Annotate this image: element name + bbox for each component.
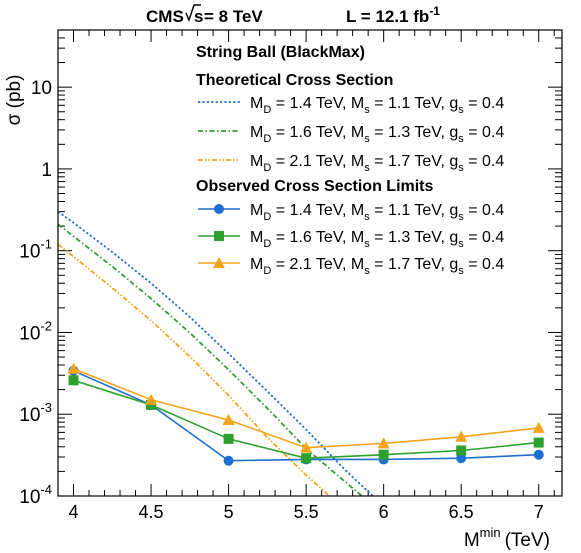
observed-point-3	[222, 414, 235, 426]
legend-observed-label-3: MD = 2.1 TeV, Ms = 1.7 TeV, gs = 0.4	[250, 256, 504, 277]
x-tick-label: 5	[224, 502, 234, 522]
observed-point-1	[223, 455, 234, 466]
x-axis-label-unit: (TeV)	[505, 530, 550, 551]
observed-curve-3	[73, 367, 539, 449]
observed-point-3	[300, 441, 313, 453]
y-tick-label: 10	[31, 78, 52, 99]
legend-theory-label-1: MD = 1.4 TeV, Ms = 1.1 TeV, gs = 0.4	[250, 95, 504, 116]
y-tick-label: 10-2	[19, 318, 52, 344]
observed-point-3	[455, 430, 468, 442]
y-tick-label: 1	[41, 160, 52, 181]
luminosity-unit-exponent: -1	[429, 4, 440, 18]
theory-curve-2	[58, 223, 363, 496]
x-tick-label: 4.5	[139, 502, 164, 522]
observed-limit-curves	[67, 362, 545, 466]
plot-frame	[57, 29, 563, 497]
observed-point-2	[378, 449, 389, 460]
x-axis-label-main: M	[464, 530, 480, 551]
sqrt-symbol	[185, 4, 201, 22]
observed-point-2	[456, 445, 467, 456]
observed-point-3	[377, 437, 390, 449]
observed-point-2	[146, 399, 157, 410]
x-axis-label: Mmin (TeV)	[464, 525, 550, 551]
legend-theory-label-2: MD = 1.6 TeV, Ms = 1.3 TeV, gs = 0.4	[250, 124, 504, 145]
legend-theory-entries: MD = 1.4 TeV, Ms = 1.1 TeV, gs = 0.4 MD =…	[198, 95, 504, 174]
y-tick-label: 10-4	[19, 482, 52, 508]
observed-point-3	[145, 393, 158, 405]
observed-point-2	[301, 453, 312, 464]
x-tick-label: 5.5	[294, 502, 319, 522]
experiment-label: CMS	[146, 7, 184, 26]
energy-value: = 8 TeV	[204, 7, 263, 26]
energy-sqrt-var: s	[194, 7, 203, 26]
observed-point-3	[67, 362, 80, 374]
legend-observed-marker	[213, 257, 225, 268]
legend-theory-label-3: MD = 2.1 TeV, Ms = 1.7 TeV, gs = 0.4	[250, 153, 504, 174]
legend-title: String Ball (BlackMax)	[196, 44, 365, 61]
y-axis-label: σ (pb)	[4, 75, 25, 126]
y-tick-label: 10-3	[19, 400, 52, 426]
theory-curve-1	[58, 210, 374, 496]
theory-curve-3	[58, 243, 331, 496]
legend-theory-header: Theoretical Cross Section	[196, 72, 393, 89]
y-tick-label: 10-1	[19, 237, 52, 263]
observed-point-1	[456, 453, 467, 464]
x-tick-label: 6	[379, 502, 389, 522]
legend: String Ball (BlackMax) Theoretical Cross…	[196, 44, 504, 277]
luminosity-value: L = 12.1 fb	[346, 7, 429, 26]
observed-point-2	[223, 433, 234, 444]
theory-curves	[58, 210, 374, 496]
energy-label: s = 8 TeV	[185, 4, 263, 26]
legend-observed-entries: MD = 1.4 TeV, Ms = 1.1 TeV, gs = 0.4 MD =…	[198, 202, 504, 277]
luminosity-label: L = 12.1 fb-1	[346, 4, 440, 26]
observed-point-1	[533, 449, 544, 460]
observed-point-3	[532, 421, 545, 433]
x-axis-label-sup: min	[480, 525, 501, 540]
x-tick-label: 7	[534, 502, 544, 522]
legend-observed-marker	[214, 231, 224, 241]
legend-observed-label-2: MD = 1.6 TeV, Ms = 1.3 TeV, gs = 0.4	[250, 229, 504, 250]
legend-observed-label-1: MD = 1.4 TeV, Ms = 1.1 TeV, gs = 0.4	[250, 202, 504, 223]
observed-point-2	[68, 375, 79, 386]
legend-observed-header: Observed Cross Section Limits	[196, 178, 434, 195]
legend-observed-marker	[214, 204, 224, 214]
x-tick-label: 4	[68, 502, 78, 522]
axis-ticks: 4 4.5 5 5.5 6 6.5 7 10 1 10-1 10-2 10-3 10-4	[19, 29, 562, 522]
x-tick-label: 6.5	[449, 502, 474, 522]
observed-point-2	[533, 437, 544, 448]
